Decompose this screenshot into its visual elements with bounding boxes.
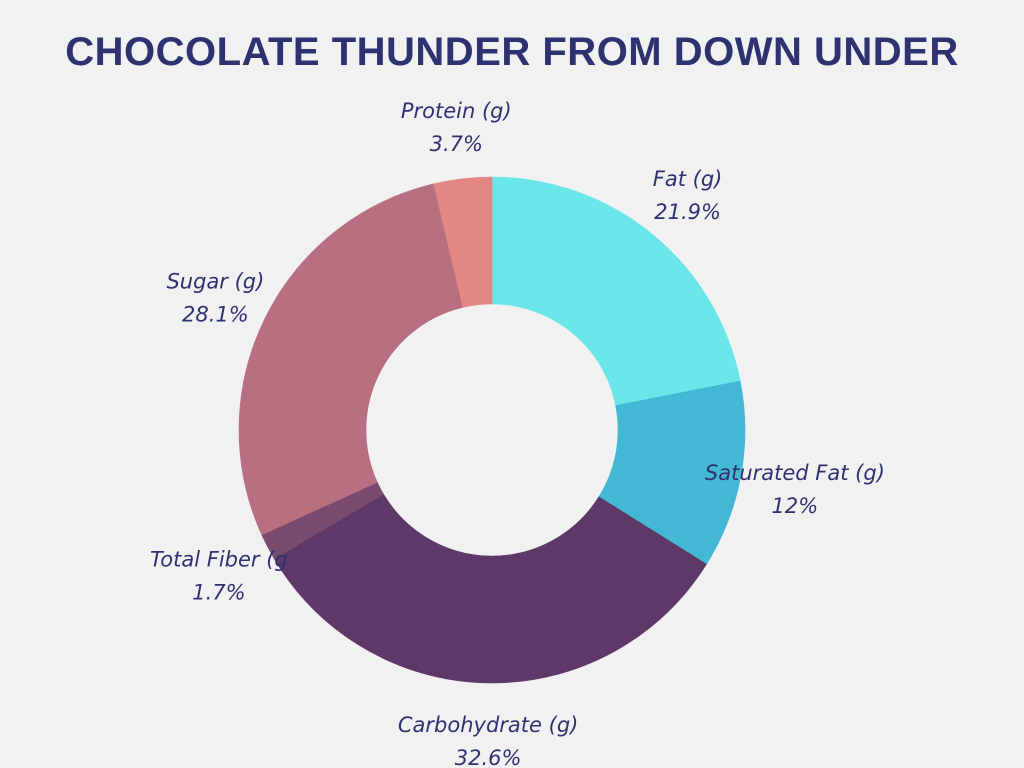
slice-label-saturated-fat-g: Saturated Fat (g) 12% — [705, 461, 885, 518]
slice-label-carbohydrate-g: Carbohydrate (g) 32.6% — [398, 713, 578, 768]
slice-label-fat-g: Fat (g) 21.9% — [653, 167, 723, 224]
slice-label-total-fiber-g: Total Fiber (g 1.7% — [150, 547, 288, 604]
slice-label-value: 21.9% — [654, 200, 721, 224]
slice-label-name: Protein (g) — [401, 99, 512, 123]
chart-title: CHOCOLATE THUNDER FROM DOWN UNDER — [65, 30, 959, 74]
slice-label-sugar-g: Sugar (g) 28.1% — [166, 269, 264, 326]
slice-label-name: Carbohydrate (g) — [398, 713, 578, 737]
slice-carbohydrate-g[interactable] — [273, 493, 707, 684]
slice-label-name: Fat (g) — [653, 167, 723, 191]
slice-label-name: Sugar (g) — [166, 269, 264, 293]
slice-label-value: 3.7% — [430, 132, 483, 156]
slice-label-protein-g: Protein (g) 3.7% — [401, 99, 512, 156]
donut-hole — [366, 304, 618, 556]
slice-protein-g[interactable] — [433, 176, 493, 308]
slice-label-name: Saturated Fat (g) — [705, 461, 885, 485]
slice-label-value: 32.6% — [455, 746, 522, 768]
slice-label-name: Total Fiber (g — [150, 547, 288, 571]
slice-sugar-g[interactable] — [238, 183, 464, 536]
slice-label-value: 28.1% — [182, 302, 249, 326]
slice-label-value: 1.7% — [192, 580, 245, 604]
slice-fat-g[interactable] — [491, 176, 741, 406]
slice-label-value: 12% — [772, 494, 819, 518]
